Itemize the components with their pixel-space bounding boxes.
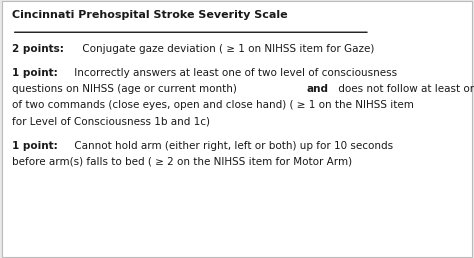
Text: for Level of Consciousness 1b and 1c): for Level of Consciousness 1b and 1c) (12, 116, 210, 126)
Text: Cincinnati Prehospital Stroke Severity Scale: Cincinnati Prehospital Stroke Severity S… (12, 10, 287, 20)
Text: 1 point:: 1 point: (12, 141, 58, 151)
Text: and: and (306, 84, 328, 94)
Text: Conjugate gaze deviation ( ≥ 1 on NIHSS item for Gaze): Conjugate gaze deviation ( ≥ 1 on NIHSS … (79, 44, 374, 54)
Text: Incorrectly answers at least one of two level of consciousness: Incorrectly answers at least one of two … (71, 68, 397, 78)
Text: before arm(s) falls to bed ( ≥ 2 on the NIHSS item for Motor Arm): before arm(s) falls to bed ( ≥ 2 on the … (12, 157, 352, 167)
Text: of two commands (close eyes, open and close hand) ( ≥ 1 on the NIHSS item: of two commands (close eyes, open and cl… (12, 100, 414, 110)
Text: questions on NIHSS (age or current month): questions on NIHSS (age or current month… (12, 84, 240, 94)
Text: 1 point:: 1 point: (12, 68, 58, 78)
Text: does not follow at least one: does not follow at least one (335, 84, 474, 94)
Text: 2 points:: 2 points: (12, 44, 64, 54)
Text: Cannot hold arm (either right, left or both) up for 10 seconds: Cannot hold arm (either right, left or b… (71, 141, 393, 151)
